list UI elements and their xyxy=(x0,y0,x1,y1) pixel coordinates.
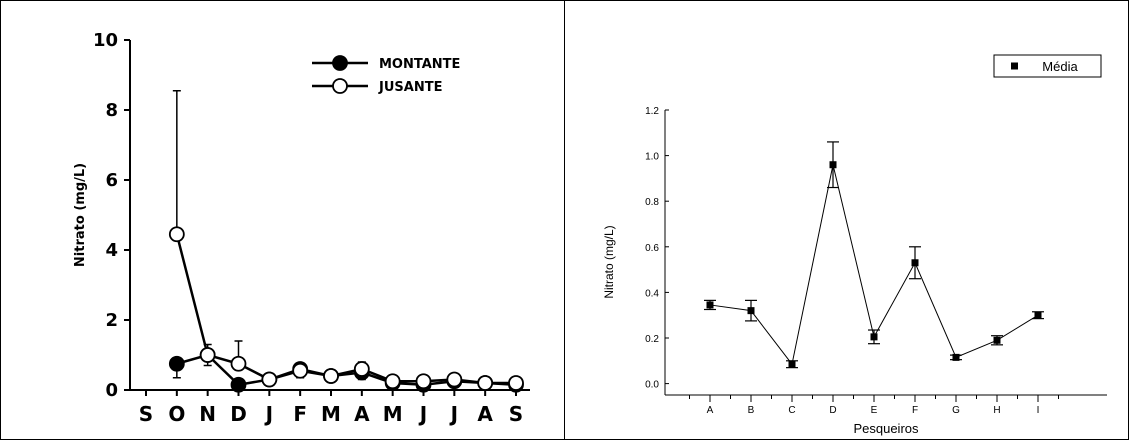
data-point-media xyxy=(952,353,960,361)
panel-divider xyxy=(564,0,565,440)
y-tick-label: 0.8 xyxy=(645,197,659,208)
legend-marker xyxy=(332,78,348,94)
data-point-media xyxy=(993,336,1001,344)
x-tick-label: H xyxy=(993,405,1000,416)
y-tick-label: 6 xyxy=(105,170,118,191)
x-tick-label: J xyxy=(418,402,427,426)
series-line-jusante xyxy=(175,233,516,385)
x-tick-label: S xyxy=(509,402,523,426)
x-tick-label: D xyxy=(829,405,836,416)
legend-marker xyxy=(332,55,348,71)
data-point-media xyxy=(870,333,878,341)
data-point-media xyxy=(788,360,796,368)
y-axis-label: Nitrato (mg/L) xyxy=(73,163,88,267)
legend-label: MONTANTE xyxy=(379,57,460,72)
x-tick-label: M xyxy=(321,402,341,426)
x-tick-label: A xyxy=(707,405,714,416)
y-tick-label: 0 xyxy=(105,380,118,401)
x-tick-label: J xyxy=(449,402,458,426)
y-tick-label: 4 xyxy=(105,240,118,261)
legend-label: JUSANTE xyxy=(378,80,442,95)
data-point-jusante xyxy=(168,226,185,243)
x-tick-label: E xyxy=(871,405,878,416)
x-tick-label: G xyxy=(952,405,960,416)
x-tick-label: M xyxy=(383,402,403,426)
y-tick-label: 8 xyxy=(105,100,118,121)
data-point-montante xyxy=(168,355,185,372)
x-tick-label: B xyxy=(748,405,755,416)
x-tick-label: F xyxy=(912,405,918,416)
data-point-jusante xyxy=(353,361,370,377)
x-tick-label: A xyxy=(354,402,370,426)
data-point-jusante xyxy=(199,347,216,363)
legend-marker xyxy=(1011,62,1018,70)
y-tick-label: 1.2 xyxy=(645,106,659,117)
y-tick-label: 0.6 xyxy=(645,243,659,254)
legend-label: Média xyxy=(1042,59,1078,74)
data-point-jusante xyxy=(323,368,339,384)
data-point-jusante xyxy=(261,371,278,388)
x-tick-label: S xyxy=(139,402,153,426)
data-point-jusante xyxy=(292,362,309,379)
legend-box xyxy=(993,54,1102,78)
data-point-montante xyxy=(230,376,247,393)
data-point-jusante xyxy=(446,371,463,388)
data-point-media xyxy=(747,307,755,315)
x-tick-label: I xyxy=(1037,405,1040,416)
x-tick-label: F xyxy=(293,402,307,426)
x-tick-label: C xyxy=(788,405,795,416)
y-tick-label: 2 xyxy=(105,310,118,331)
data-point-jusante xyxy=(477,375,494,391)
x-axis-label: Pesqueiros xyxy=(853,421,919,436)
data-point-jusante xyxy=(415,373,432,390)
y-tick-label: 0.0 xyxy=(645,380,659,391)
chart-right: 0.0 0.2 0.4 0.6 0.8 1.0 1.2 A B C D E F G H I Pesqueiros… xyxy=(602,54,1107,436)
x-tick-label: O xyxy=(168,402,185,426)
data-point-media xyxy=(706,301,714,309)
data-point-media xyxy=(829,161,837,169)
y-tick-label: 0.4 xyxy=(645,288,659,299)
x-tick-label: D xyxy=(230,402,247,426)
data-point-media xyxy=(911,259,919,267)
x-tick-label: N xyxy=(199,402,216,426)
y-tick-label: 10 xyxy=(93,30,118,51)
data-point-jusante xyxy=(508,375,524,391)
data-point-jusante xyxy=(230,355,247,372)
y-tick-label: 0.2 xyxy=(645,334,659,345)
x-tick-label: A xyxy=(477,402,493,426)
data-point-media xyxy=(1034,311,1042,319)
y-axis-label: Nitrato (mg/L) xyxy=(602,225,616,298)
y-tick-label: 1.0 xyxy=(645,152,659,163)
data-point-jusante xyxy=(384,373,401,390)
x-tick-label: J xyxy=(264,402,273,426)
